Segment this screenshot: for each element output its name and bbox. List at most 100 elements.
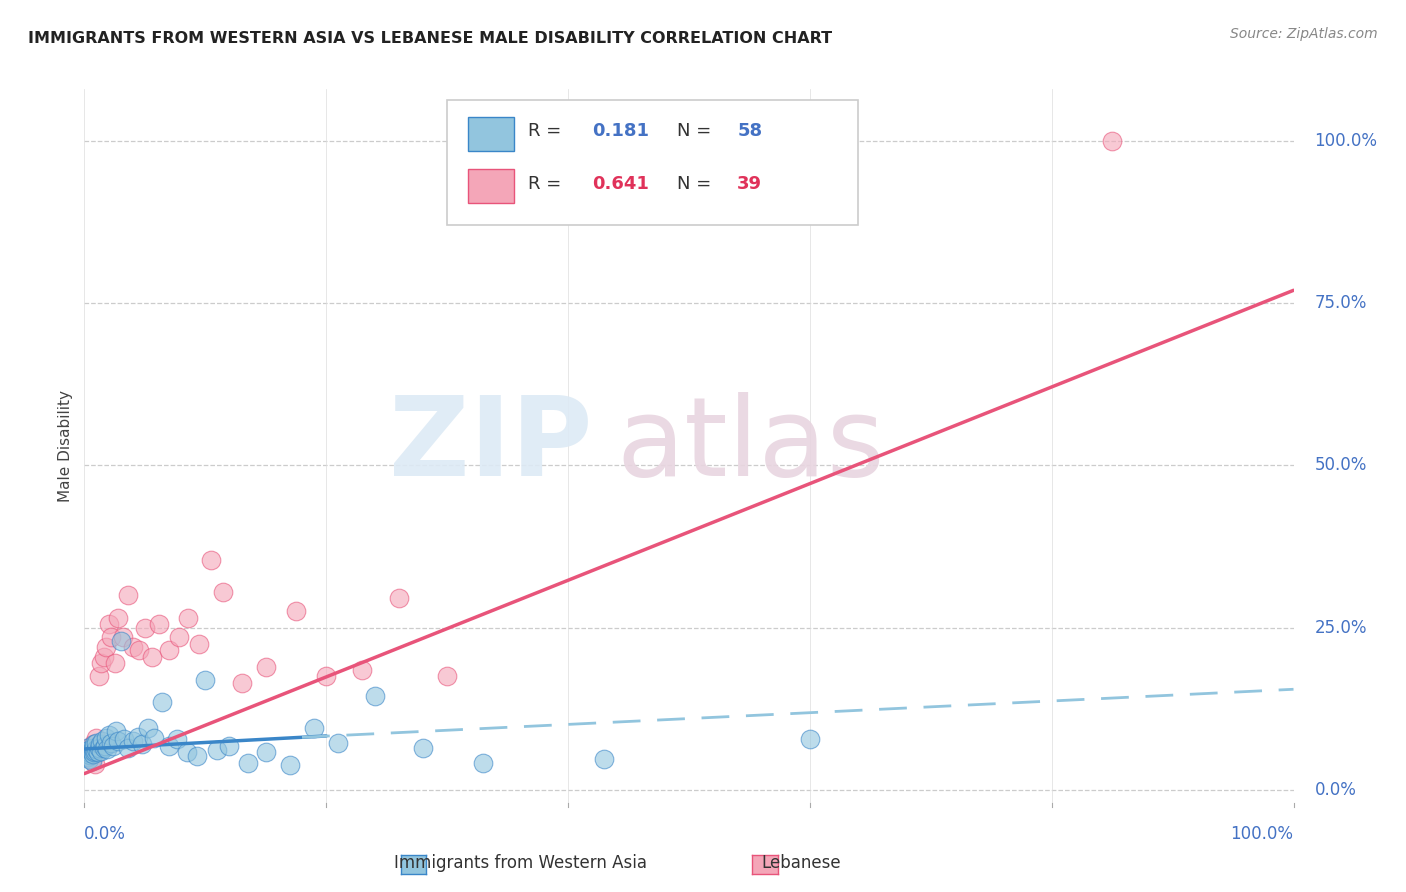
Point xyxy=(121,640,143,654)
Point xyxy=(121,734,143,748)
Point xyxy=(87,740,110,755)
Point xyxy=(79,745,101,759)
Point xyxy=(236,756,259,770)
Point xyxy=(82,747,104,761)
Point xyxy=(96,742,118,756)
Point xyxy=(117,740,139,755)
Point xyxy=(150,695,173,709)
Point xyxy=(167,631,190,645)
Text: N =: N = xyxy=(676,121,717,139)
Point xyxy=(80,752,103,766)
Point xyxy=(1101,134,1123,148)
Point xyxy=(100,736,122,750)
Point xyxy=(176,745,198,759)
Text: Lebanese: Lebanese xyxy=(762,855,841,872)
Point xyxy=(186,749,208,764)
Point xyxy=(363,689,385,703)
Point xyxy=(254,659,277,673)
Point xyxy=(84,756,107,771)
Point xyxy=(77,752,100,766)
Text: ZIP: ZIP xyxy=(389,392,592,500)
Text: 39: 39 xyxy=(737,175,762,193)
Point xyxy=(82,740,104,755)
Point xyxy=(94,739,117,753)
Point xyxy=(278,758,301,772)
Point xyxy=(157,643,180,657)
Point xyxy=(86,745,108,759)
Point xyxy=(412,740,434,755)
Point xyxy=(388,591,411,606)
Point xyxy=(218,739,240,753)
Point xyxy=(104,724,127,739)
Text: N =: N = xyxy=(676,175,717,193)
Point xyxy=(77,742,100,756)
Point xyxy=(128,643,150,657)
Point xyxy=(328,736,350,750)
Text: 0.0%: 0.0% xyxy=(1315,780,1357,799)
Point xyxy=(131,738,153,752)
Point xyxy=(83,745,105,759)
Text: 0.0%: 0.0% xyxy=(84,825,127,843)
Point xyxy=(166,732,188,747)
Point xyxy=(93,649,115,664)
Text: R =: R = xyxy=(529,121,567,139)
Point xyxy=(82,738,104,752)
Point xyxy=(79,746,101,760)
Point xyxy=(83,742,105,756)
Point xyxy=(148,617,170,632)
Point xyxy=(77,750,100,764)
FancyBboxPatch shape xyxy=(447,100,858,225)
Text: R =: R = xyxy=(529,175,567,193)
Point xyxy=(89,738,111,752)
Text: 75.0%: 75.0% xyxy=(1315,294,1367,312)
Text: 50.0%: 50.0% xyxy=(1315,457,1367,475)
Point xyxy=(79,748,101,763)
Point xyxy=(212,585,235,599)
Point xyxy=(94,640,117,654)
Point xyxy=(77,740,100,755)
Point xyxy=(593,752,616,766)
Point xyxy=(76,747,98,761)
Text: 25.0%: 25.0% xyxy=(1315,619,1367,637)
Text: atlas: atlas xyxy=(616,392,884,500)
Point xyxy=(352,663,374,677)
Point xyxy=(134,621,156,635)
Point xyxy=(436,669,458,683)
Point xyxy=(93,740,115,755)
Point xyxy=(94,731,117,745)
Point xyxy=(157,739,180,753)
Point xyxy=(77,745,100,759)
Point xyxy=(76,747,98,761)
Point xyxy=(110,633,132,648)
Point xyxy=(254,745,277,759)
Point xyxy=(75,744,97,758)
Point xyxy=(104,657,127,671)
Text: 58: 58 xyxy=(737,121,762,139)
Point xyxy=(177,611,200,625)
Text: IMMIGRANTS FROM WESTERN ASIA VS LEBANESE MALE DISABILITY CORRELATION CHART: IMMIGRANTS FROM WESTERN ASIA VS LEBANESE… xyxy=(28,31,832,46)
Point xyxy=(107,611,129,625)
Point xyxy=(87,669,110,683)
Point xyxy=(315,669,337,683)
Point xyxy=(127,730,149,744)
Point xyxy=(143,731,166,745)
Point xyxy=(84,744,107,758)
Point xyxy=(86,742,108,756)
Point xyxy=(97,617,120,632)
Point xyxy=(194,673,217,687)
Point xyxy=(141,649,163,664)
Point xyxy=(76,740,98,755)
Point xyxy=(112,732,135,747)
Point xyxy=(100,631,122,645)
Point xyxy=(90,744,112,758)
Point xyxy=(138,721,160,735)
Point xyxy=(302,721,325,735)
Point xyxy=(472,756,495,770)
FancyBboxPatch shape xyxy=(468,169,513,203)
Point xyxy=(86,731,108,745)
FancyBboxPatch shape xyxy=(468,117,513,152)
Text: 0.641: 0.641 xyxy=(592,175,650,193)
Point xyxy=(83,738,105,752)
Point xyxy=(77,750,100,764)
Point xyxy=(90,657,112,671)
